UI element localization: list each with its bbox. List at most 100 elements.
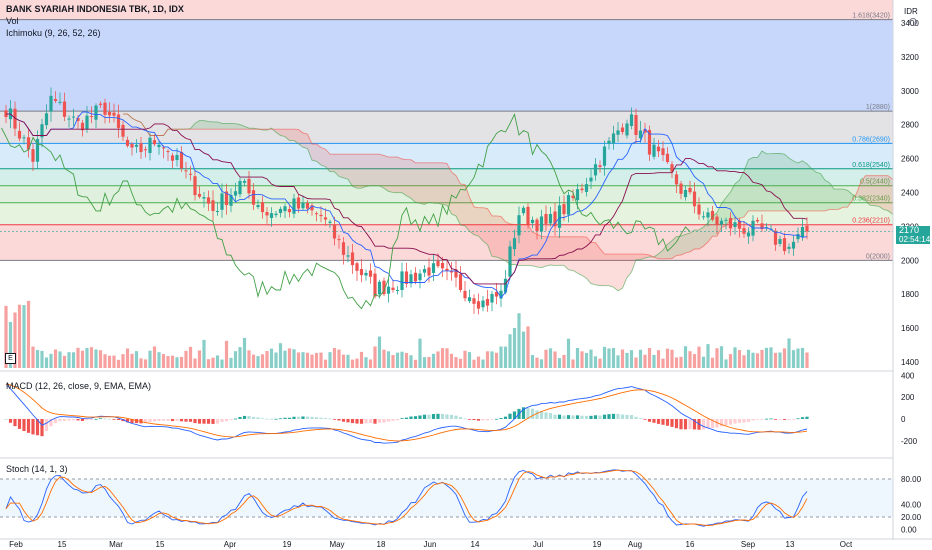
cloud-segment bbox=[402, 158, 407, 196]
cloud-segment bbox=[816, 172, 821, 211]
volume-bar bbox=[71, 352, 76, 368]
candle-body bbox=[638, 130, 643, 139]
volume-bar bbox=[737, 350, 742, 368]
volume-bar bbox=[98, 350, 103, 368]
stoch-d-line bbox=[5, 469, 808, 526]
candle-body bbox=[112, 112, 116, 116]
ichimoku-legend[interactable]: Ichimoku (9, 26, 52, 26) bbox=[6, 28, 101, 38]
macd-histogram-bar bbox=[485, 418, 490, 421]
vol-legend[interactable]: Vol bbox=[6, 16, 19, 26]
macd-histogram-bar bbox=[773, 418, 778, 420]
macd-histogram-bar bbox=[472, 418, 476, 421]
cloud-segment bbox=[708, 216, 713, 242]
candle-body bbox=[575, 189, 580, 201]
volume-bar bbox=[373, 346, 377, 368]
volume-bar bbox=[805, 352, 809, 368]
candle-body bbox=[211, 200, 215, 211]
cloud-segment bbox=[361, 154, 366, 189]
candle-body bbox=[517, 215, 521, 236]
macd-legend[interactable]: MACD (12, 26, close, 9, EMA, EMA) bbox=[6, 381, 152, 391]
candle-body bbox=[535, 219, 539, 232]
macd-histogram-bar bbox=[445, 414, 449, 419]
candle-body bbox=[692, 191, 697, 207]
macd-histogram-bar bbox=[184, 418, 188, 422]
macd-histogram-bar bbox=[193, 418, 197, 424]
stoch-legend[interactable]: Stoch (14, 1, 3) bbox=[6, 464, 68, 474]
volume-bar bbox=[751, 352, 755, 368]
cloud-segment bbox=[834, 189, 839, 210]
candle-body bbox=[170, 155, 175, 161]
candle-body bbox=[53, 99, 58, 101]
macd-histogram-bar bbox=[197, 418, 202, 424]
volume-bar bbox=[274, 352, 278, 368]
candle-body bbox=[728, 217, 733, 229]
settings-icon[interactable] bbox=[909, 18, 917, 26]
candle-body bbox=[679, 183, 683, 194]
cloud-segment bbox=[802, 160, 807, 211]
candle-body bbox=[737, 220, 742, 229]
macd-pane bbox=[0, 370, 932, 444]
volume-bar bbox=[593, 356, 598, 368]
macd-histogram-bar bbox=[688, 418, 692, 430]
cloud-segment bbox=[213, 121, 218, 130]
volume-bar bbox=[188, 346, 193, 368]
macd-tick: 400 bbox=[901, 371, 915, 380]
candle-body bbox=[431, 263, 436, 273]
candle-body bbox=[242, 180, 247, 183]
candle-body bbox=[499, 290, 503, 299]
macd-tick: 200 bbox=[901, 393, 915, 402]
macd-histogram-bar bbox=[710, 418, 715, 429]
symbol-title[interactable]: BANK SYARIAH INDONESIA TBK, 1D, IDX bbox=[6, 4, 184, 14]
macd-histogram-bar bbox=[593, 415, 598, 419]
volume-bar bbox=[161, 354, 166, 368]
macd-histogram-bar bbox=[800, 417, 805, 419]
macd-histogram-bar bbox=[211, 418, 215, 424]
macd-histogram-bar bbox=[733, 418, 737, 424]
volume-bar bbox=[773, 352, 778, 368]
cloud-segment bbox=[739, 171, 744, 219]
volume-bar bbox=[746, 349, 751, 368]
leading-span-a bbox=[123, 113, 893, 292]
cloud-segment bbox=[762, 151, 767, 211]
volume-bar bbox=[472, 359, 476, 368]
cloud-segment bbox=[280, 129, 285, 137]
volume-bar bbox=[265, 351, 269, 368]
macd-histogram-bar bbox=[598, 415, 602, 419]
candle-body bbox=[652, 144, 656, 157]
volume-bar bbox=[220, 359, 224, 368]
log-scale-icon[interactable]: E bbox=[5, 353, 16, 364]
cloud-segment bbox=[667, 240, 672, 259]
cloud-segment bbox=[582, 236, 587, 279]
volume-bar bbox=[170, 355, 175, 368]
candle-body bbox=[440, 262, 445, 269]
volume-bar bbox=[602, 346, 607, 368]
macd-histogram-bar bbox=[575, 415, 580, 419]
fib-label: 0.5(2440) bbox=[860, 179, 890, 186]
macd-line bbox=[5, 383, 808, 444]
cloud-segment bbox=[303, 132, 308, 149]
volume-bar bbox=[8, 321, 13, 368]
time-tick: 19 bbox=[593, 540, 602, 549]
macd-histogram-bar bbox=[544, 412, 548, 419]
volume-bar bbox=[436, 351, 440, 368]
candle-body bbox=[512, 238, 517, 250]
cloud-segment bbox=[771, 153, 776, 211]
stoch-k-line bbox=[5, 469, 808, 527]
volume-bar bbox=[251, 354, 256, 368]
macd-histogram-bar bbox=[715, 418, 719, 428]
candle-body bbox=[265, 212, 269, 216]
candle-body bbox=[544, 213, 548, 224]
volume-bar bbox=[683, 346, 688, 368]
volume-bar bbox=[139, 358, 143, 368]
candle-body bbox=[13, 108, 17, 129]
candle-body bbox=[445, 268, 449, 271]
cloud-segment bbox=[226, 123, 231, 130]
candle-body bbox=[58, 101, 62, 103]
candle-body bbox=[161, 147, 166, 149]
cloud-segment bbox=[703, 222, 708, 247]
macd-histogram-bar bbox=[454, 415, 458, 419]
volume-bar bbox=[697, 346, 701, 368]
volume-bar bbox=[206, 359, 211, 368]
volume-bar bbox=[715, 348, 719, 368]
candle-body bbox=[634, 115, 638, 135]
